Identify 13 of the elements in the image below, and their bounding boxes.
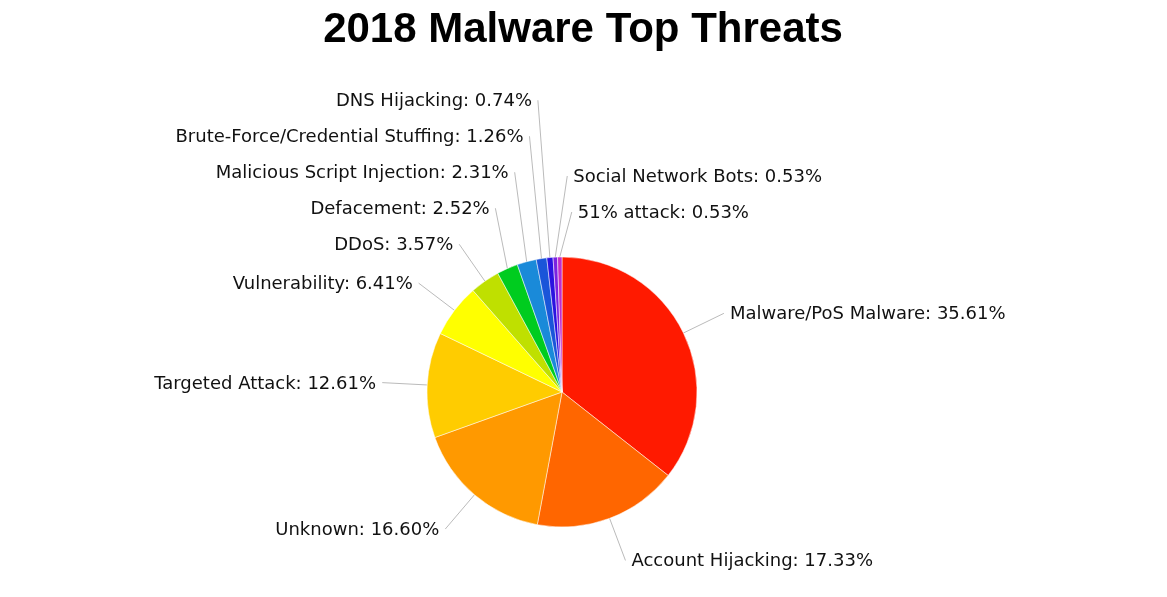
slice-label: Brute-Force/Credential Stuffing: 1.26% xyxy=(175,125,524,148)
slice-label: 51% attack: 0.53% xyxy=(577,201,749,224)
chart-title: 2018 Malware Top Threats xyxy=(323,4,843,51)
slice-label: Malware/PoS Malware: 35.61% xyxy=(729,302,1006,325)
slice-label: Social Network Bots: 0.53% xyxy=(573,165,822,188)
slice-label: DNS Hijacking: 0.74% xyxy=(335,89,533,112)
slice-label: Targeted Attack: 12.61% xyxy=(154,371,377,394)
slice-label: Vulnerability: 6.41% xyxy=(232,272,413,295)
slice-label: Malicious Script Injection: 2.31% xyxy=(215,161,509,184)
slice-label: Unknown: 16.60% xyxy=(275,518,440,541)
slice-label: DDoS: 3.57% xyxy=(334,233,454,256)
slice-label: Defacement: 2.52% xyxy=(310,197,490,220)
slice-label: Account Hijacking: 17.33% xyxy=(631,549,873,572)
